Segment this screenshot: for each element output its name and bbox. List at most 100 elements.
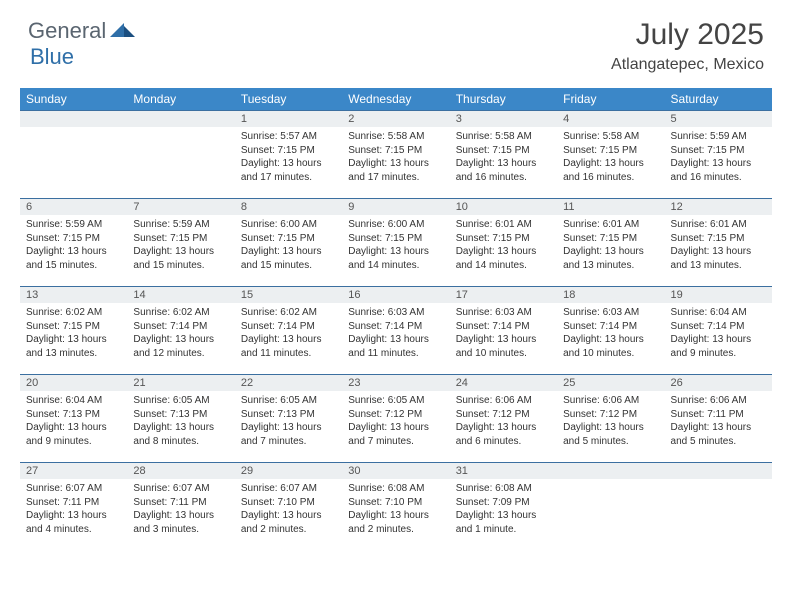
day-number: 21 [127,375,234,391]
day-number: 12 [665,199,772,215]
day-number: 24 [450,375,557,391]
day-body: Sunrise: 6:05 AMSunset: 7:13 PMDaylight:… [235,391,342,452]
day-number: 20 [20,375,127,391]
location: Atlangatepec, Mexico [611,56,764,74]
calendar-row: 1Sunrise: 5:57 AMSunset: 7:15 PMDaylight… [20,111,772,199]
day-number: 18 [557,287,664,303]
day-body: Sunrise: 6:08 AMSunset: 7:10 PMDaylight:… [342,479,449,540]
day-body: Sunrise: 5:59 AMSunset: 7:15 PMDaylight:… [20,215,127,276]
day-body: Sunrise: 6:07 AMSunset: 7:10 PMDaylight:… [235,479,342,540]
day-body: Sunrise: 6:03 AMSunset: 7:14 PMDaylight:… [342,303,449,364]
weekday-header: Friday [557,88,664,111]
day-number: 6 [20,199,127,215]
day-body: Sunrise: 5:57 AMSunset: 7:15 PMDaylight:… [235,127,342,188]
calendar-cell: 18Sunrise: 6:03 AMSunset: 7:14 PMDayligh… [557,287,664,375]
day-number: 5 [665,111,772,127]
day-body: Sunrise: 6:01 AMSunset: 7:15 PMDaylight:… [665,215,772,276]
calendar-cell: 28Sunrise: 6:07 AMSunset: 7:11 PMDayligh… [127,463,234,551]
calendar-cell: 21Sunrise: 6:05 AMSunset: 7:13 PMDayligh… [127,375,234,463]
day-body: Sunrise: 6:00 AMSunset: 7:15 PMDaylight:… [235,215,342,276]
calendar-cell: 19Sunrise: 6:04 AMSunset: 7:14 PMDayligh… [665,287,772,375]
day-body: Sunrise: 6:04 AMSunset: 7:14 PMDaylight:… [665,303,772,364]
day-number: 4 [557,111,664,127]
day-number [557,463,664,479]
day-number: 1 [235,111,342,127]
calendar-cell: 27Sunrise: 6:07 AMSunset: 7:11 PMDayligh… [20,463,127,551]
calendar-cell: 4Sunrise: 5:58 AMSunset: 7:15 PMDaylight… [557,111,664,199]
day-number: 28 [127,463,234,479]
calendar-cell: 6Sunrise: 5:59 AMSunset: 7:15 PMDaylight… [20,199,127,287]
calendar-cell: 22Sunrise: 6:05 AMSunset: 7:13 PMDayligh… [235,375,342,463]
day-number: 22 [235,375,342,391]
day-body: Sunrise: 5:58 AMSunset: 7:15 PMDaylight:… [342,127,449,188]
day-body: Sunrise: 6:02 AMSunset: 7:14 PMDaylight:… [235,303,342,364]
day-body: Sunrise: 5:58 AMSunset: 7:15 PMDaylight:… [557,127,664,188]
calendar-row: 6Sunrise: 5:59 AMSunset: 7:15 PMDaylight… [20,199,772,287]
day-body: Sunrise: 6:01 AMSunset: 7:15 PMDaylight:… [450,215,557,276]
day-body: Sunrise: 6:02 AMSunset: 7:14 PMDaylight:… [127,303,234,364]
weekday-header: Saturday [665,88,772,111]
calendar-row: 20Sunrise: 6:04 AMSunset: 7:13 PMDayligh… [20,375,772,463]
day-number: 8 [235,199,342,215]
calendar-cell: 13Sunrise: 6:02 AMSunset: 7:15 PMDayligh… [20,287,127,375]
calendar-cell: 25Sunrise: 6:06 AMSunset: 7:12 PMDayligh… [557,375,664,463]
calendar-cell: 2Sunrise: 5:58 AMSunset: 7:15 PMDaylight… [342,111,449,199]
day-number: 10 [450,199,557,215]
day-body: Sunrise: 6:05 AMSunset: 7:13 PMDaylight:… [127,391,234,452]
day-body: Sunrise: 6:04 AMSunset: 7:13 PMDaylight:… [20,391,127,452]
day-number [127,111,234,127]
logo-text-blue: Blue [30,44,74,69]
day-number: 7 [127,199,234,215]
calendar-row: 27Sunrise: 6:07 AMSunset: 7:11 PMDayligh… [20,463,772,551]
day-number: 29 [235,463,342,479]
day-body: Sunrise: 6:03 AMSunset: 7:14 PMDaylight:… [450,303,557,364]
calendar-cell: 23Sunrise: 6:05 AMSunset: 7:12 PMDayligh… [342,375,449,463]
header: General July 2025 Atlangatepec, Mexico [0,0,792,80]
calendar-cell [20,111,127,199]
calendar-cell [557,463,664,551]
day-number: 17 [450,287,557,303]
day-number: 11 [557,199,664,215]
calendar-cell: 5Sunrise: 5:59 AMSunset: 7:15 PMDaylight… [665,111,772,199]
calendar-cell: 11Sunrise: 6:01 AMSunset: 7:15 PMDayligh… [557,199,664,287]
title-block: July 2025 Atlangatepec, Mexico [611,18,764,74]
day-number: 23 [342,375,449,391]
day-number: 31 [450,463,557,479]
logo: General [28,18,138,44]
calendar-cell: 17Sunrise: 6:03 AMSunset: 7:14 PMDayligh… [450,287,557,375]
day-number: 19 [665,287,772,303]
calendar-cell: 12Sunrise: 6:01 AMSunset: 7:15 PMDayligh… [665,199,772,287]
day-number: 14 [127,287,234,303]
day-body: Sunrise: 6:07 AMSunset: 7:11 PMDaylight:… [20,479,127,540]
weekday-header: Wednesday [342,88,449,111]
day-number: 25 [557,375,664,391]
day-number: 13 [20,287,127,303]
day-body: Sunrise: 6:05 AMSunset: 7:12 PMDaylight:… [342,391,449,452]
day-number: 2 [342,111,449,127]
calendar-cell [665,463,772,551]
weekday-header-row: Sunday Monday Tuesday Wednesday Thursday… [20,88,772,111]
day-body: Sunrise: 5:59 AMSunset: 7:15 PMDaylight:… [665,127,772,188]
day-body: Sunrise: 6:02 AMSunset: 7:15 PMDaylight:… [20,303,127,364]
calendar-cell: 14Sunrise: 6:02 AMSunset: 7:14 PMDayligh… [127,287,234,375]
calendar-cell: 29Sunrise: 6:07 AMSunset: 7:10 PMDayligh… [235,463,342,551]
weekday-header: Sunday [20,88,127,111]
day-number: 16 [342,287,449,303]
calendar-cell: 10Sunrise: 6:01 AMSunset: 7:15 PMDayligh… [450,199,557,287]
day-body: Sunrise: 6:00 AMSunset: 7:15 PMDaylight:… [342,215,449,276]
day-body: Sunrise: 6:07 AMSunset: 7:11 PMDaylight:… [127,479,234,540]
calendar-cell: 31Sunrise: 6:08 AMSunset: 7:09 PMDayligh… [450,463,557,551]
day-number: 26 [665,375,772,391]
calendar-cell: 30Sunrise: 6:08 AMSunset: 7:10 PMDayligh… [342,463,449,551]
day-number: 9 [342,199,449,215]
calendar-cell: 16Sunrise: 6:03 AMSunset: 7:14 PMDayligh… [342,287,449,375]
day-body: Sunrise: 6:08 AMSunset: 7:09 PMDaylight:… [450,479,557,540]
day-body: Sunrise: 6:06 AMSunset: 7:12 PMDaylight:… [557,391,664,452]
day-number [20,111,127,127]
calendar-table: Sunday Monday Tuesday Wednesday Thursday… [20,88,772,551]
day-body: Sunrise: 5:58 AMSunset: 7:15 PMDaylight:… [450,127,557,188]
day-number: 15 [235,287,342,303]
logo-mark-icon [110,19,136,44]
calendar-cell: 1Sunrise: 5:57 AMSunset: 7:15 PMDaylight… [235,111,342,199]
weekday-header: Monday [127,88,234,111]
